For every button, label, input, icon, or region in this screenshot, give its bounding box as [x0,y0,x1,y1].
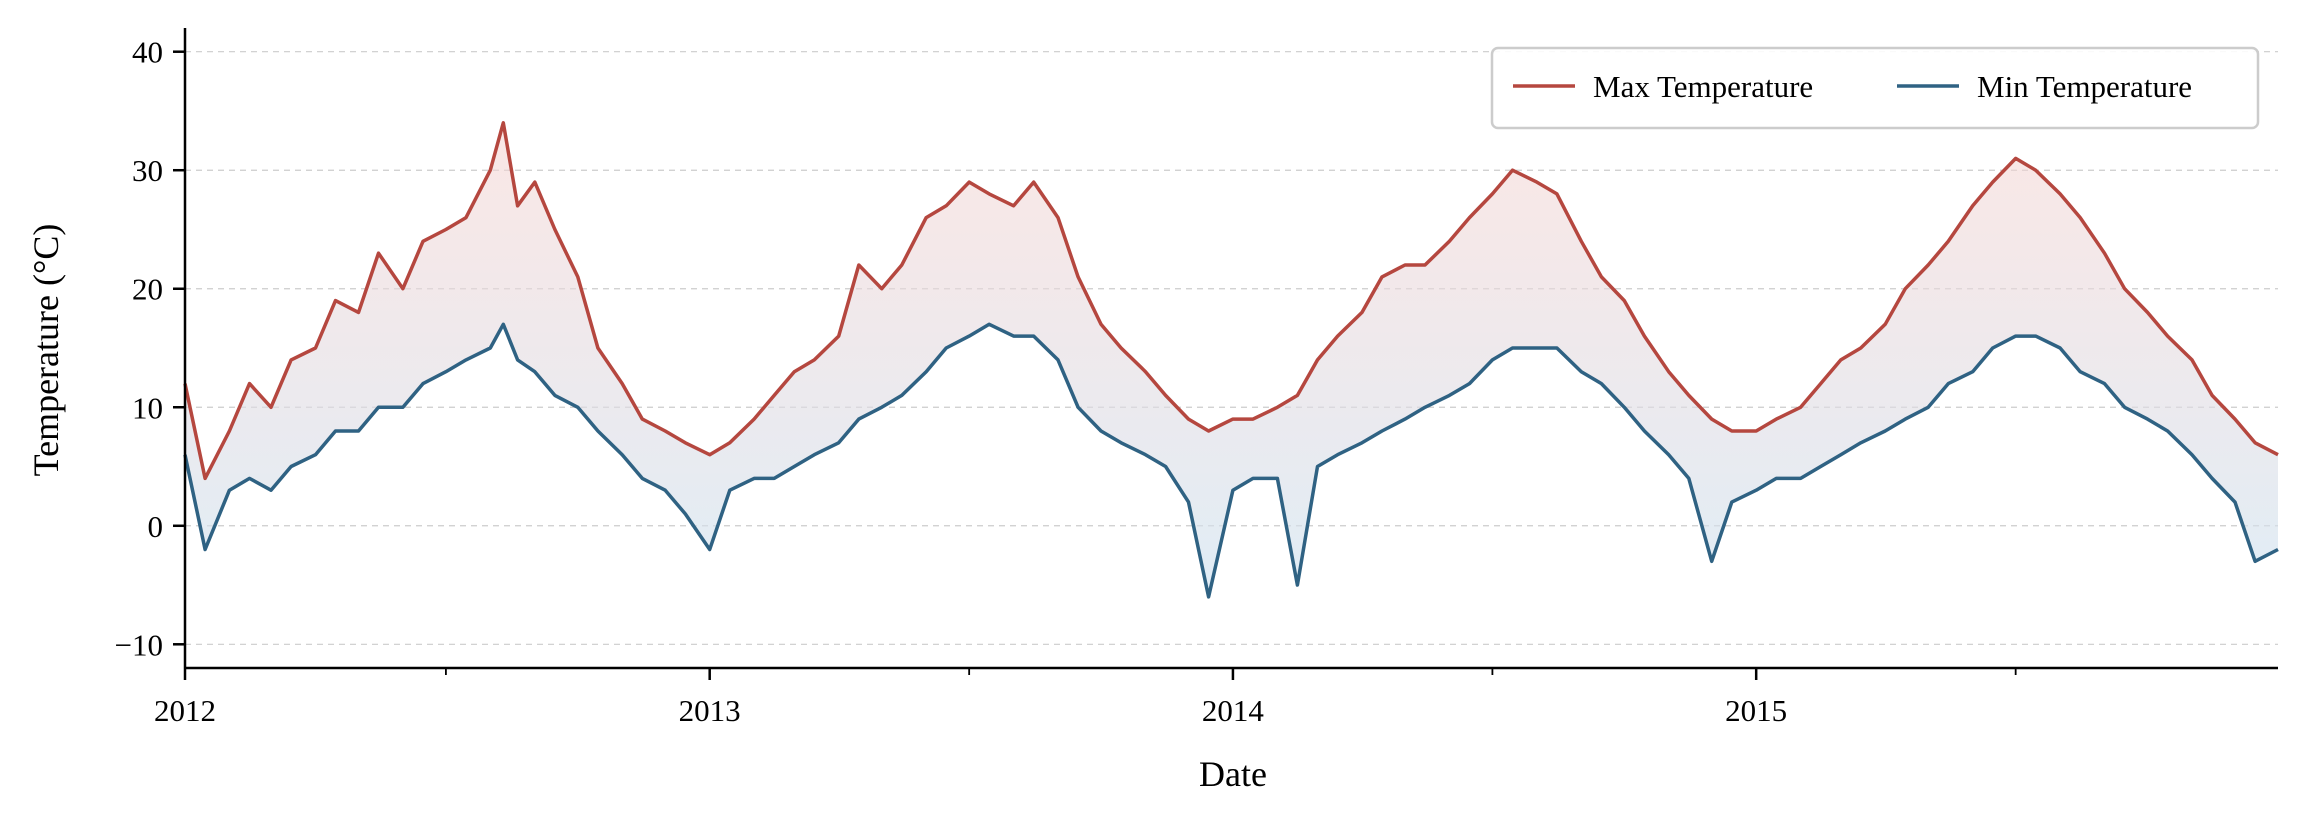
y-tick-label: 10 [132,390,163,425]
x-tick-label: 2013 [679,693,741,728]
series-line-max-temperature [183,121,2279,481]
x-tick-label: 2014 [1202,693,1265,728]
y-tick-label: 30 [132,153,163,188]
legend-box [1490,46,2260,130]
series-lines [183,121,2279,599]
y-tick-label: 40 [132,35,163,70]
x-axis-title: Date [1199,754,1267,794]
temperature-range-band [185,122,2278,597]
x-tick-label: 2015 [1725,693,1787,728]
y-ticks: −10 0 10 20 30 40 [115,35,185,662]
grid-lines [185,51,2278,645]
x-ticks: 2012 2013 2014 2015 [154,668,2017,728]
y-tick-label: 20 [132,272,163,307]
x-tick-label: 2012 [154,693,216,728]
legend-label-min-temperature: Min Temperature [1977,69,2192,104]
fill-between-area [185,122,2278,597]
y-axis-title: Temperature (°C) [26,224,66,477]
axes [183,28,2278,670]
legend-label-max-temperature: Max Temperature [1593,69,1813,104]
legend: Max Temperature Min Temperature [1490,46,2260,130]
y-tick-label: 0 [148,509,164,544]
series-line-min-temperature [183,322,2279,599]
y-tick-label: −10 [115,627,163,662]
